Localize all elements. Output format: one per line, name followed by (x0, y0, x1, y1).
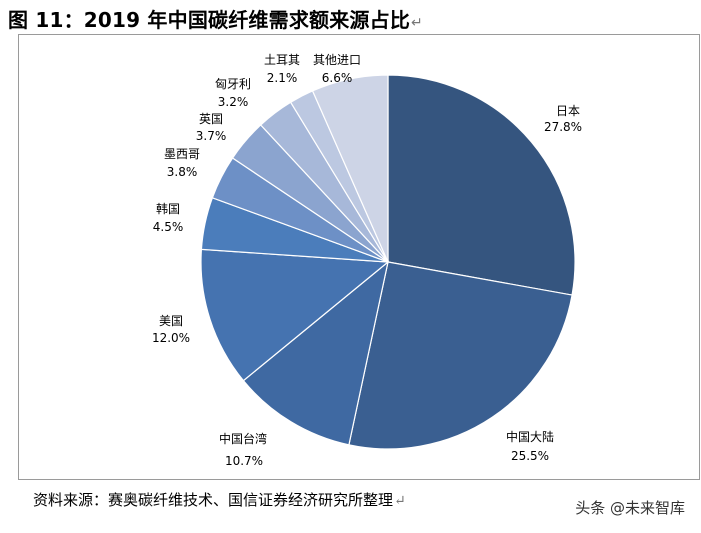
slice-label-name-2: 中国大陆 (506, 429, 554, 444)
slice-label-name-8: 匈牙利 (215, 77, 251, 91)
slice-label-value-7: 3.7% (196, 129, 227, 143)
slice-label-value-1: 27.8% (544, 120, 582, 134)
figure-title: 图 11：2019 年中国碳纤维需求额来源占比↵ (8, 8, 423, 32)
slice-label-value-3: 10.7% (225, 454, 263, 468)
slice-label-name-3: 中国台湾 (219, 431, 267, 446)
slice-label-value-10: 6.6% (322, 71, 353, 85)
slice-label-value-8: 3.2% (218, 95, 249, 109)
slice-label-name-1: 日本 (556, 104, 580, 118)
slice-label-name-7: 英国 (199, 112, 223, 126)
pie-slice-1 (387, 74, 576, 296)
chart-frame (18, 34, 700, 480)
slice-label-value-4: 12.0% (152, 331, 190, 345)
slice-label-name-5: 韩国 (156, 201, 180, 216)
slice-label-name-9: 土耳其 (264, 53, 300, 67)
pie-slice-3 (242, 260, 389, 446)
slice-label-value-6: 3.8% (167, 165, 198, 179)
pie-slices (200, 74, 576, 450)
watermark: 头条 @未来智库 (575, 499, 685, 517)
pie-slice-2 (348, 261, 573, 450)
slice-label-value-2: 25.5% (511, 449, 549, 463)
slice-label-name-4: 美国 (159, 314, 183, 328)
pie-slice-4 (200, 248, 390, 382)
pie-labels: 日本 27.8% 中国大陆 25.5% 中国台湾 10.7% 美国 12.0% 韩国 4.5% 墨西… (152, 53, 582, 468)
slice-label-name-6: 墨西哥 (164, 147, 200, 161)
source-note: 资料来源：赛奥碳纤维技术、国信证券经济研究所整理↵ (33, 491, 406, 509)
pie-slice-10 (311, 74, 389, 263)
slice-label-value-5: 4.5% (153, 220, 184, 234)
slice-label-name-10: 其他进口 (313, 53, 361, 67)
slice-label-value-9: 2.1% (267, 71, 298, 85)
